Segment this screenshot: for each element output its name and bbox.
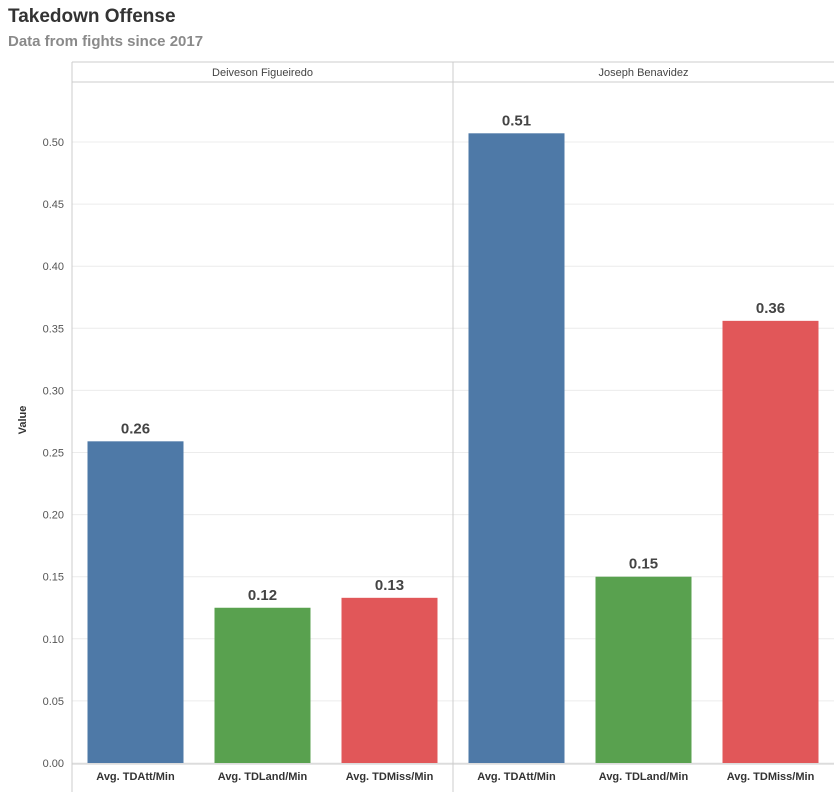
panel-label: Deiveson Figueiredo	[212, 67, 313, 79]
y-tick-label: 0.35	[43, 323, 64, 335]
x-tick-label: Avg. TDLand/Min	[218, 771, 308, 783]
x-tick-label: Avg. TDAtt/Min	[96, 771, 175, 783]
y-tick-label: 0.15	[43, 572, 64, 584]
bar	[468, 133, 565, 763]
x-tick-label: Avg. TDAtt/Min	[477, 771, 556, 783]
chart-title: Takedown Offense	[8, 6, 176, 27]
data-label: 0.15	[629, 556, 658, 573]
y-tick-label: 0.40	[43, 261, 64, 273]
y-tick-label: 0.45	[43, 199, 64, 211]
data-label: 0.26	[121, 420, 150, 437]
y-tick-label: 0.05	[43, 696, 64, 708]
data-label: 0.36	[756, 300, 785, 317]
data-label: 0.12	[248, 587, 277, 604]
y-tick-label: 0.50	[43, 137, 64, 149]
x-tick-label: Avg. TDMiss/Min	[727, 771, 815, 783]
y-tick-label: 0.30	[43, 385, 64, 397]
bar	[341, 597, 438, 763]
y-tick-label: 0.10	[43, 634, 64, 646]
y-tick-label: 0.20	[43, 510, 64, 522]
data-label: 0.13	[375, 577, 404, 594]
data-label: 0.51	[502, 112, 531, 129]
x-tick-label: Avg. TDMiss/Min	[346, 771, 434, 783]
panel-label: Joseph Benavidez	[599, 67, 689, 79]
bar	[214, 607, 311, 763]
bar	[595, 576, 692, 763]
bar	[87, 441, 184, 763]
x-tick-label: Avg. TDLand/Min	[599, 771, 689, 783]
chart-subtitle: Data from fights since 2017	[8, 33, 204, 50]
y-tick-label: 0.00	[43, 758, 64, 770]
y-tick-label: 0.25	[43, 448, 64, 460]
bar	[722, 320, 819, 763]
y-axis-title: Value	[17, 406, 29, 435]
